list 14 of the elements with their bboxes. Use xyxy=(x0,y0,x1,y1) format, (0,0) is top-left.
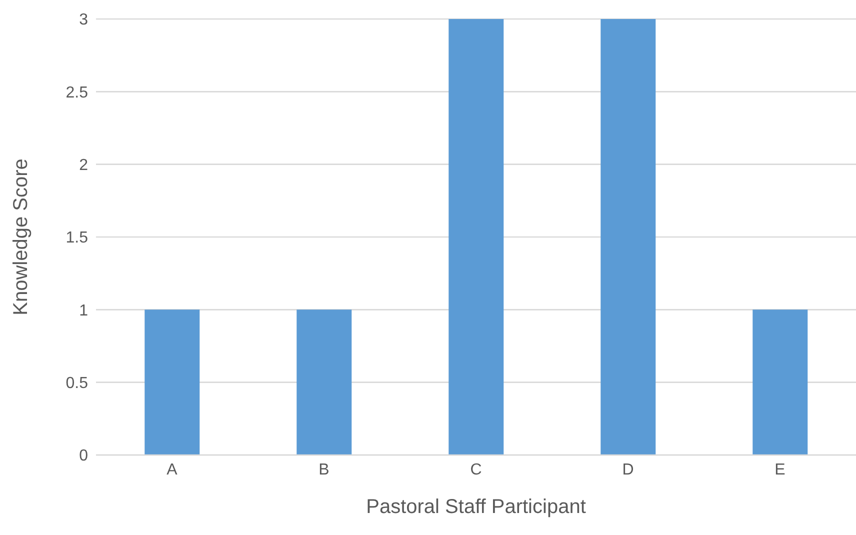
y-tick-label: 0.5 xyxy=(66,375,88,392)
y-tick-label: 2 xyxy=(79,157,88,174)
y-tick-label: 3 xyxy=(79,12,88,29)
y-axis-title: Knowledge Score xyxy=(10,158,32,316)
y-tick-label: 1 xyxy=(79,302,88,320)
y-tick-label: 2.5 xyxy=(66,84,88,102)
x-axis-title: Pastoral Staff Participant xyxy=(366,496,586,518)
x-tick-label: A xyxy=(166,461,178,478)
y-tick-label: 1.5 xyxy=(66,230,88,247)
x-tick-label: C xyxy=(470,461,482,478)
x-tick-label: B xyxy=(318,461,330,478)
x-tick-label: E xyxy=(774,461,786,478)
x-tick-label: D xyxy=(622,461,634,478)
y-tick-label: 0 xyxy=(79,448,88,465)
